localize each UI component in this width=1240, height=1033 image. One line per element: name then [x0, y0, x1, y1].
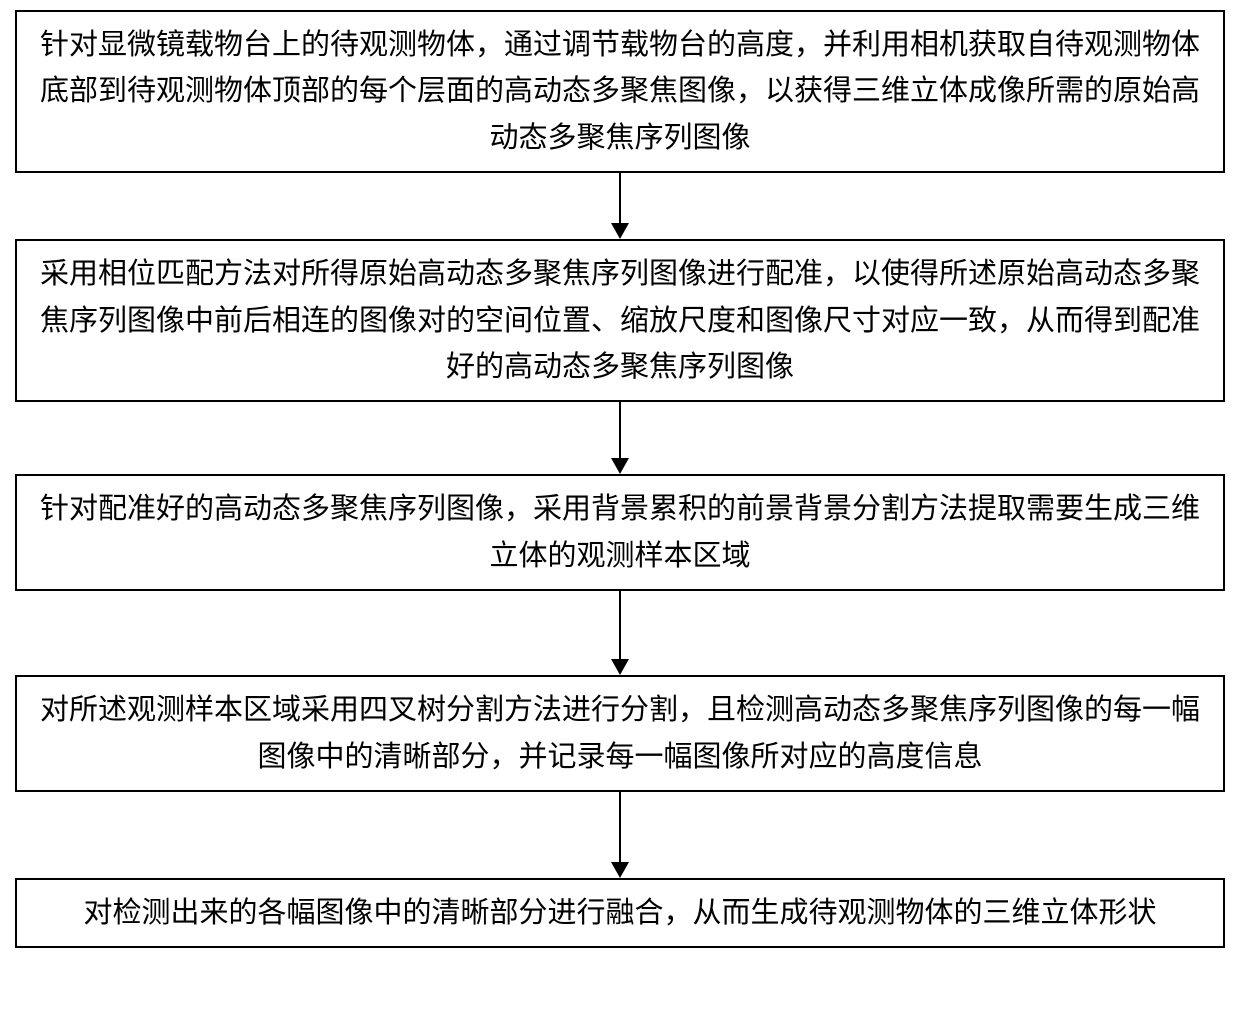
flow-step-1-text: 针对显微镜载物台上的待观测物体，通过调节载物台的高度，并利用相机获取自待观测物体…	[37, 22, 1203, 161]
arrow-3-head	[611, 659, 629, 675]
flow-step-5: 对检测出来的各幅图像中的清晰部分进行融合，从而生成待观测物体的三维立体形状	[15, 878, 1225, 948]
arrow-4-head	[611, 862, 629, 878]
arrow-2-head	[611, 458, 629, 474]
flow-step-3-text: 针对配准好的高动态多聚焦序列图像，采用背景累积的前景背景分割方法提取需要生成三维…	[37, 486, 1203, 579]
arrow-1	[611, 173, 629, 239]
arrow-2	[611, 402, 629, 474]
flow-step-1: 针对显微镜载物台上的待观测物体，通过调节载物台的高度，并利用相机获取自待观测物体…	[15, 10, 1225, 173]
arrow-4-line	[619, 792, 621, 862]
arrow-3	[611, 591, 629, 675]
arrow-4	[611, 792, 629, 878]
arrow-2-line	[619, 402, 621, 458]
flow-step-5-text: 对检测出来的各幅图像中的清晰部分进行融合，从而生成待观测物体的三维立体形状	[37, 890, 1203, 936]
arrow-3-line	[619, 591, 621, 659]
flow-step-4-text: 对所述观测样本区域采用四叉树分割方法进行分割，且检测高动态多聚焦序列图像的每一幅…	[37, 687, 1203, 780]
flow-step-3: 针对配准好的高动态多聚焦序列图像，采用背景累积的前景背景分割方法提取需要生成三维…	[15, 474, 1225, 591]
arrow-1-line	[619, 173, 621, 223]
flow-step-2-text: 采用相位匹配方法对所得原始高动态多聚焦序列图像进行配准，以使得所述原始高动态多聚…	[37, 251, 1203, 390]
arrow-1-head	[611, 223, 629, 239]
flow-step-4: 对所述观测样本区域采用四叉树分割方法进行分割，且检测高动态多聚焦序列图像的每一幅…	[15, 675, 1225, 792]
flowchart-container: 针对显微镜载物台上的待观测物体，通过调节载物台的高度，并利用相机获取自待观测物体…	[15, 10, 1225, 948]
flow-step-2: 采用相位匹配方法对所得原始高动态多聚焦序列图像进行配准，以使得所述原始高动态多聚…	[15, 239, 1225, 402]
